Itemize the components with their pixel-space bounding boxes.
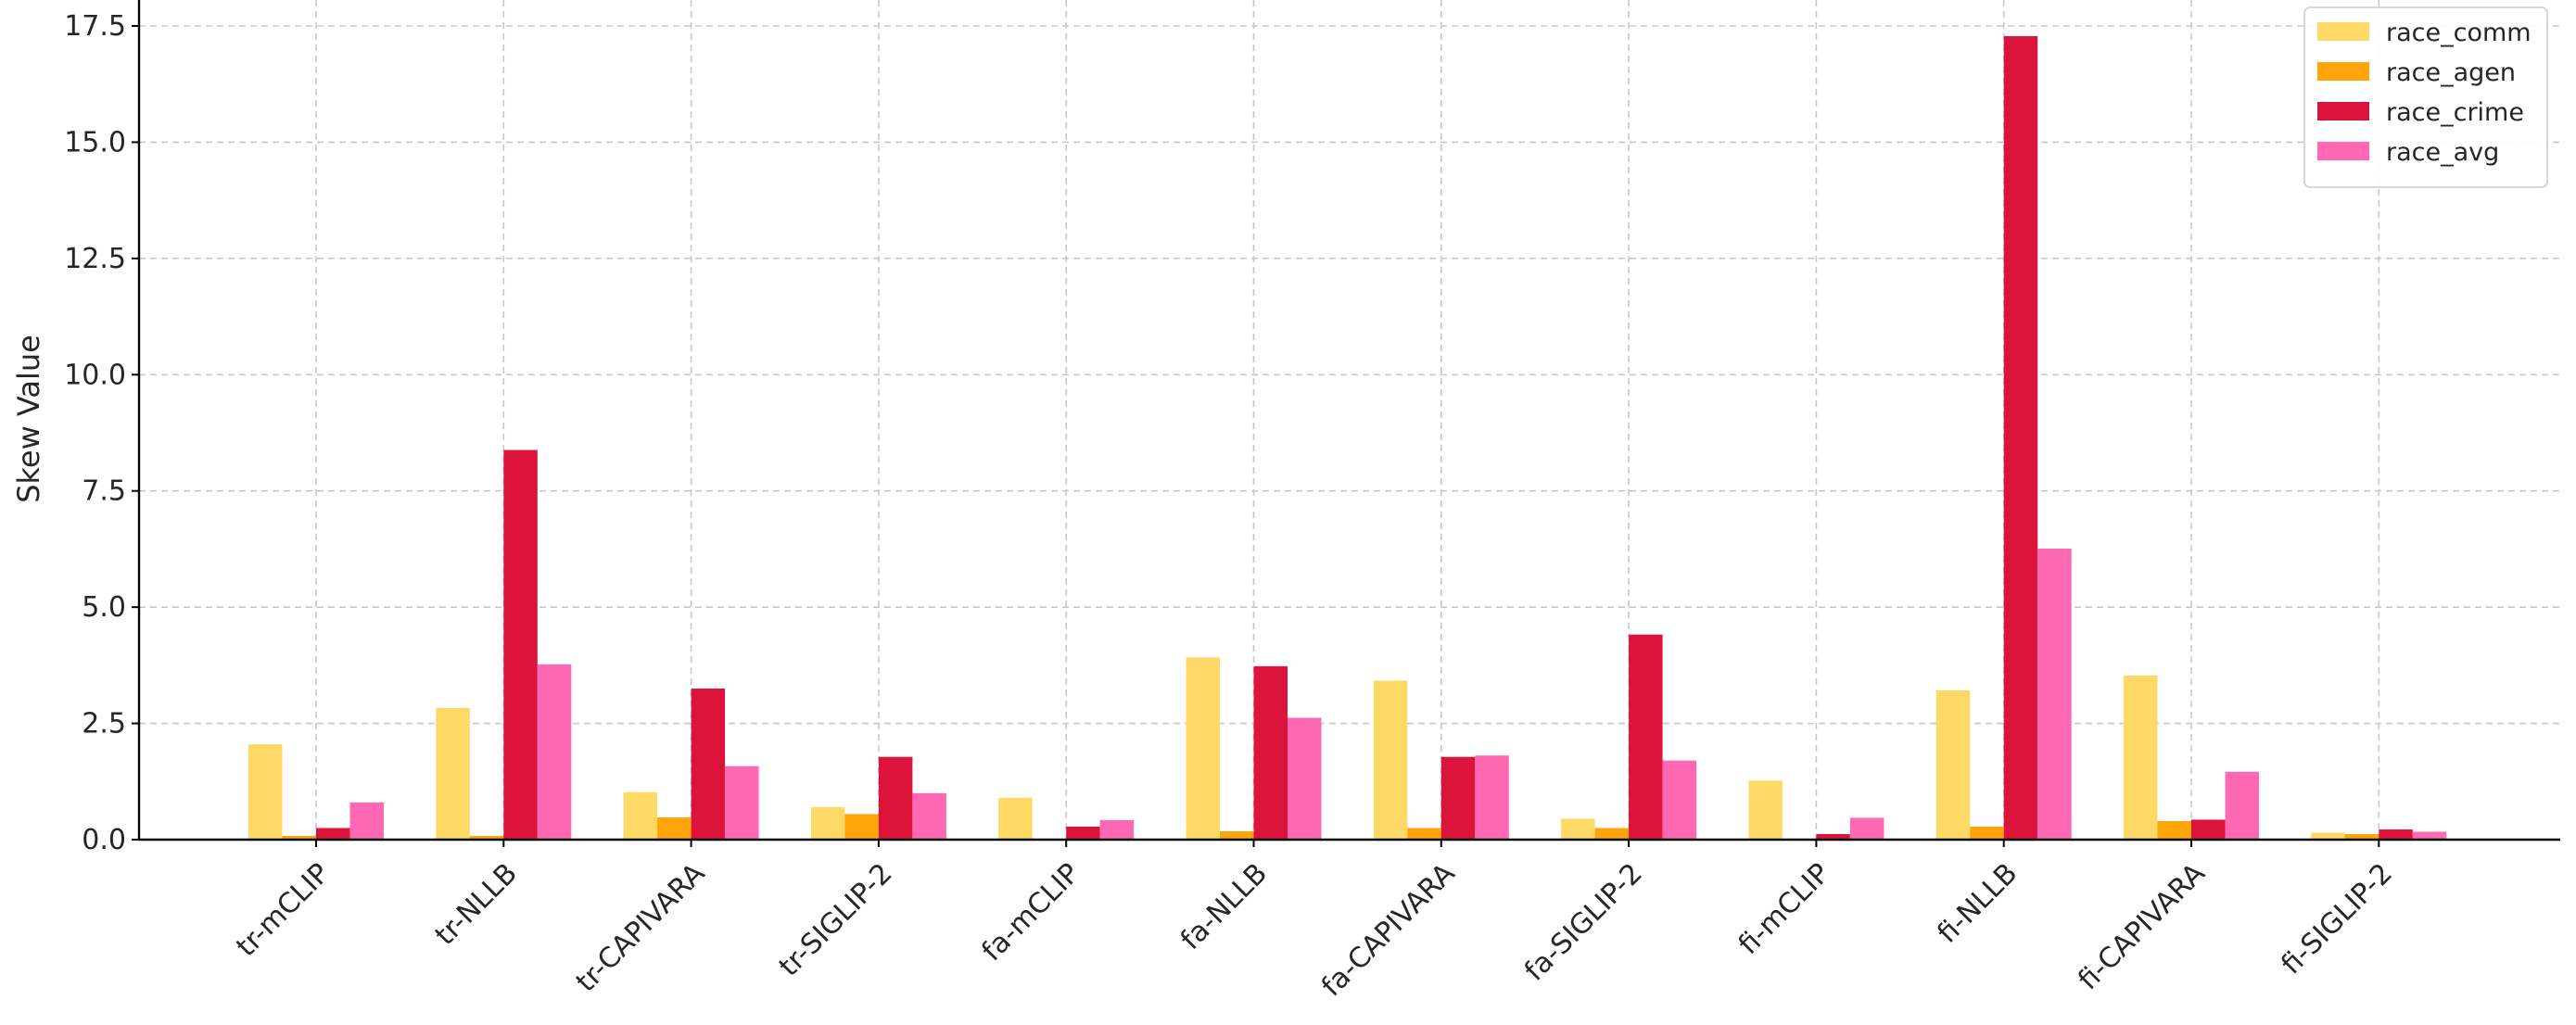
bar-race-comm-fi-mclip [1748,780,1783,840]
legend-label-race-comm: race_comm [2386,19,2532,47]
y-tick-label: 10.0 [64,359,126,391]
bar-race-comm-tr-siglip-2 [810,806,845,840]
bar-race-comm-fi-siglip-2 [2311,832,2345,840]
bar-race-agen-fi-nllb [1970,826,2004,840]
bar-race-comm-fa-mclip [998,797,1033,840]
bar-race-crime-fa-siglip-2 [1629,634,1663,840]
legend-label-race-avg: race_avg [2386,138,2499,167]
bar-race-avg-fa-capivara [1475,755,1509,840]
y-axis-title: Skew Value [11,335,46,503]
bar-race-agen-fa-capivara [1407,828,1441,840]
legend-swatch-race-avg [2317,142,2369,160]
bar-race-avg-fa-mclip [1099,819,1135,840]
y-tick-label: 7.5 [82,475,126,508]
legend: race_comm race_agen race_crime race_avg [2303,6,2548,188]
bar-race-comm-fi-capivara [2124,675,2158,840]
bar-race-comm-fa-siglip-2 [1561,818,1595,840]
x-tick-label: tr-CAPIVARA [570,857,712,999]
legend-label-race-crime: race_crime [2386,98,2524,127]
bar-race-avg-fi-mclip [1849,817,1884,840]
bar-race-agen-tr-mclip [282,835,316,840]
bar-race-crime-tr-nllb [503,449,538,840]
legend-swatch-race-comm [2317,22,2369,41]
bar-race-avg-tr-nllb [537,664,572,840]
bar-race-agen-tr-siglip-2 [844,814,879,840]
bar-race-avg-tr-siglip-2 [912,792,946,840]
y-axis-ticks: 0.0 2.5 5.0 7.5 10.0 12.5 15.0 17.5 [64,10,139,856]
legend-swatch-race-crime [2317,102,2369,120]
x-tick-label: fi-NLLB [1932,857,2024,950]
y-tick-label: 2.5 [82,708,126,740]
bar-race-crime-fi-siglip-2 [2379,829,2413,840]
y-tick-label: 15.0 [64,126,126,158]
bar-race-agen-fi-capivara [2157,820,2191,840]
legend-label-race-agen: race_agen [2386,58,2516,87]
bar-race-crime-fi-nllb [2003,36,2038,840]
bar-race-crime-fa-mclip [1066,826,1100,840]
bar-race-agen-fi-siglip-2 [2344,833,2379,840]
grid-layer [139,0,2560,840]
bar-race-avg-fa-siglip-2 [1662,760,1697,840]
bar-race-crime-fa-capivara [1440,756,1476,840]
axes-layer [137,0,2560,842]
bar-race-agen-tr-nllb [469,835,504,840]
y-tick-label: 0.0 [82,824,126,856]
bar-race-agen-tr-capivara [657,816,692,840]
x-tick-label: fa-NLLB [1174,857,1274,956]
bar-race-comm-tr-nllb [436,708,470,840]
bars-layer [248,36,2447,840]
bar-race-crime-tr-capivara [691,688,726,840]
legend-swatch-race-agen [2317,62,2369,81]
bar-race-comm-fa-nllb [1186,657,1220,840]
x-tick-label: fi-mCLIP [1732,857,1836,961]
bar-race-agen-fa-nllb [1220,830,1254,840]
x-tick-label: fa-SIGLIP-2 [1518,857,1649,988]
y-tick-label: 12.5 [64,243,126,275]
y-tick-label: 5.0 [82,591,126,624]
bar-race-crime-tr-siglip-2 [878,756,913,840]
x-axis-ticks: tr-mCLIP tr-NLLB tr-CAPIVARA tr-SIGLIP-2 fa-… [230,840,2399,1003]
bar-race-comm-tr-capivara [623,791,658,840]
x-tick-label: tr-mCLIP [230,857,336,963]
bar-race-agen-fa-siglip-2 [1594,828,1630,840]
x-tick-label: fa-CAPIVARA [1315,857,1462,1004]
x-tick-label: fi-CAPIVARA [2072,857,2212,997]
y-tick-label: 17.5 [64,10,126,43]
bar-race-avg-fi-siglip-2 [2412,831,2447,840]
bar-race-avg-fa-nllb [1288,717,1322,840]
bar-race-comm-tr-mclip [248,744,283,840]
bar-race-comm-fi-nllb [1935,690,1971,840]
x-tick-label: tr-SIGLIP-2 [773,857,899,983]
bar-race-avg-fi-nllb [2037,548,2072,840]
bar-race-comm-fa-capivara [1373,680,1408,840]
bar-race-avg-fi-capivara [2225,771,2259,840]
x-tick-label: tr-NLLB [429,857,524,952]
bar-race-crime-fa-nllb [1253,665,1288,840]
x-tick-label: fi-SIGLIP-2 [2275,857,2398,981]
bar-race-avg-tr-mclip [349,802,384,840]
x-tick-label: fa-mCLIP [976,857,1086,968]
bar-race-crime-fi-mclip [1816,833,1850,840]
bar-race-crime-tr-mclip [316,828,350,840]
bar-race-crime-fi-capivara [2191,819,2226,840]
bar-race-avg-tr-capivara [725,766,759,840]
